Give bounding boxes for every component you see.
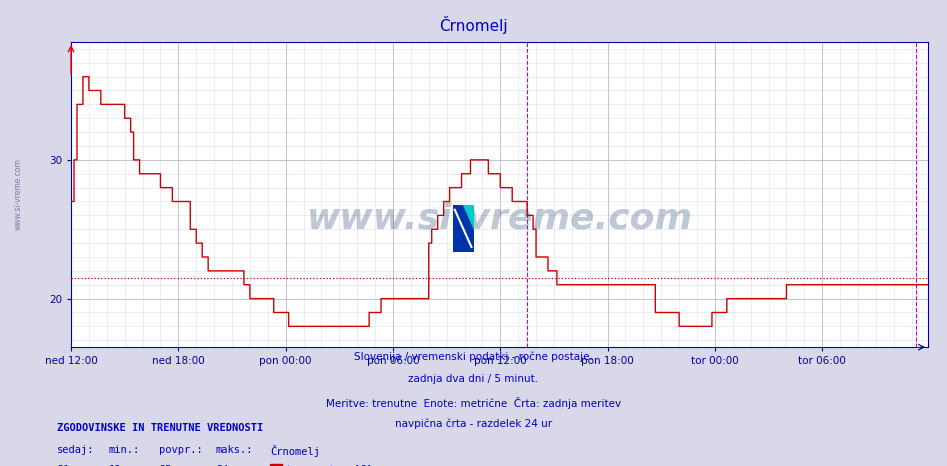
Text: zadnja dva dni / 5 minut.: zadnja dva dni / 5 minut.: [408, 374, 539, 384]
Text: Meritve: trenutne  Enote: metrične  Črta: zadnja meritev: Meritve: trenutne Enote: metrične Črta: …: [326, 397, 621, 409]
Text: 25: 25: [159, 465, 171, 466]
Text: ZGODOVINSKE IN TRENUTNE VREDNOSTI: ZGODOVINSKE IN TRENUTNE VREDNOSTI: [57, 423, 263, 433]
Text: sedaj:: sedaj:: [57, 445, 95, 455]
Text: Črnomelj: Črnomelj: [270, 445, 320, 458]
Text: 18: 18: [109, 465, 121, 466]
Text: maks.:: maks.:: [216, 445, 254, 455]
Text: Črnomelj: Črnomelj: [439, 16, 508, 34]
Text: povpr.:: povpr.:: [159, 445, 203, 455]
Text: 34: 34: [216, 465, 228, 466]
Polygon shape: [453, 205, 474, 252]
Polygon shape: [462, 205, 474, 231]
Text: min.:: min.:: [109, 445, 140, 455]
Text: 21: 21: [57, 465, 69, 466]
Text: www.si-vreme.com: www.si-vreme.com: [307, 202, 692, 236]
Text: navpična črta - razdelek 24 ur: navpična črta - razdelek 24 ur: [395, 419, 552, 430]
Text: temperatura[C]: temperatura[C]: [285, 465, 372, 466]
Text: Slovenija / vremenski podatki - ročne postaje.: Slovenija / vremenski podatki - ročne po…: [354, 352, 593, 363]
Text: www.si-vreme.com: www.si-vreme.com: [13, 158, 23, 231]
